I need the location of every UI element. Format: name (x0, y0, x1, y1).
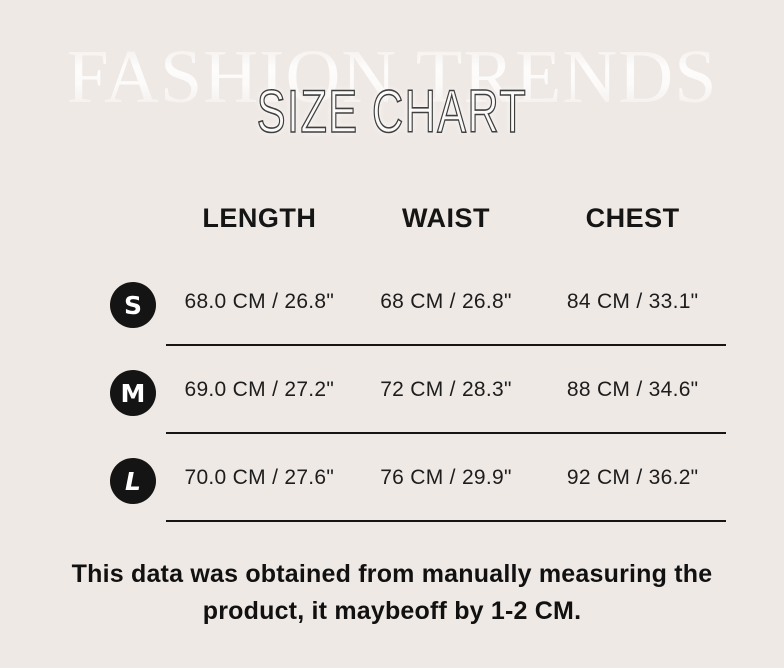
column-header-length: LENGTH (202, 202, 317, 233)
page-title: SIZE CHART (256, 78, 528, 145)
footnote: This data was obtained from manually mea… (0, 556, 784, 630)
row-divider (166, 520, 726, 522)
row-divider (166, 432, 726, 434)
size-table: LENGTH WAIST CHEST S 68.0 CM / 26.8" 68 … (100, 178, 726, 522)
footnote-line-1: This data was obtained from manually mea… (71, 560, 713, 588)
column-header-chest: CHEST (585, 202, 680, 233)
table-row: S 68.0 CM / 26.8" 68 CM / 26.8" 84 CM / … (100, 258, 726, 346)
badge-cell: M (100, 364, 166, 416)
watermark-text: FASHION TRENDS (66, 35, 718, 119)
table-row: L 70.0 CM / 27.6" 76 CM / 29.9" 92 CM / … (100, 434, 726, 522)
badge-cell: S (100, 276, 166, 328)
table-row: M 69.0 CM / 27.2" 72 CM / 28.3" 88 CM / … (100, 346, 726, 434)
footnote-line-2: product, it maybeoff by 1-2 CM. (202, 597, 582, 625)
size-badge-l: L (110, 458, 156, 504)
table-header-row: LENGTH WAIST CHEST (100, 178, 726, 258)
length-value: 70.0 CM / 27.6" (184, 466, 335, 489)
chest-value: 88 CM / 34.6" (566, 378, 699, 401)
chest-value: 92 CM / 36.2" (566, 466, 699, 489)
waist-value: 72 CM / 28.3" (380, 378, 512, 401)
row-divider (166, 344, 726, 346)
column-header-waist: WAIST (401, 202, 490, 233)
waist-value: 76 CM / 29.9" (380, 466, 512, 489)
size-badge-m: M (110, 370, 156, 416)
size-badge-s: S (110, 282, 156, 328)
waist-value: 68 CM / 26.8" (380, 290, 512, 313)
chest-value: 84 CM / 33.1" (566, 290, 699, 313)
length-value: 68.0 CM / 26.8" (184, 290, 335, 313)
badge-cell: L (100, 452, 166, 504)
header-banner: FASHION TRENDS SIZE CHART (0, 0, 784, 160)
length-value: 69.0 CM / 27.2" (184, 378, 335, 401)
